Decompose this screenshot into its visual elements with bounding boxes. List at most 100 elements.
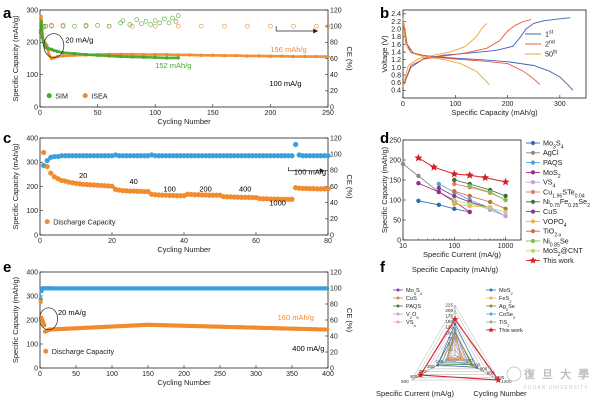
- radar-legend-label: Ag2Se: [499, 304, 515, 312]
- ce-point-sim-ce: [127, 22, 133, 27]
- x-tick-label: 60: [252, 238, 260, 245]
- capacity-point: [109, 183, 115, 189]
- y2-tick-label: 80: [330, 301, 338, 308]
- curve-2nd-charge: [402, 19, 532, 87]
- legend-label: MoS2@CNT: [543, 246, 583, 258]
- series-marker: [467, 193, 472, 199]
- series-line-Cu1.96STe0.04: [454, 183, 506, 201]
- y-tick-label: 0.8: [391, 72, 401, 79]
- radar-marker: [457, 355, 460, 359]
- ce-point-isea-ce: [198, 23, 204, 29]
- panel-a-chart: 0 50 100 150 200 2500100200300020406080100120…: [11, 7, 354, 126]
- capacity-point-isea: [39, 14, 43, 19]
- legend-label-1st-part: 1: [545, 30, 549, 39]
- series-marker: [416, 173, 421, 179]
- x-tick-label: 250: [214, 371, 226, 378]
- legend-label-sim: SIM: [55, 91, 68, 100]
- y2-axis-label: CE (%): [345, 46, 354, 71]
- legend-marker-discharge: [44, 219, 50, 225]
- radar-legend-label-part: CoS: [406, 296, 417, 302]
- ce-point: [325, 153, 331, 159]
- radar-marker: [453, 331, 457, 335]
- series-marker: [503, 213, 508, 219]
- x-tick-label: 10: [399, 243, 407, 250]
- ce-point-isea-ce: [152, 23, 158, 29]
- radar-legend-label-part: VS: [406, 320, 414, 326]
- radar-legend-label: FeS2: [499, 296, 512, 304]
- rate-label: 100: [163, 184, 176, 193]
- x-tick-label: 0: [401, 101, 405, 108]
- y2-tick-label: 100: [330, 24, 342, 31]
- capacity-point-isea: [280, 54, 284, 58]
- y2-tick-label: 0: [330, 104, 334, 111]
- capacity-point-sim: [72, 51, 77, 56]
- radar-tick-label: 400: [410, 374, 418, 379]
- legend-star-icon: [529, 256, 537, 264]
- radar-marker: [453, 322, 457, 326]
- legend-label-part: 0.85: [550, 242, 560, 248]
- y-tick-label: 2.2: [391, 19, 401, 26]
- legend-marker: [530, 219, 536, 224]
- x-tick-label: 250: [322, 110, 334, 117]
- legend-label-part: 0.04: [575, 193, 585, 199]
- y-tick-label: 400: [26, 269, 38, 276]
- radar-marker: [453, 328, 457, 331]
- radar-tick-label: 125: [445, 325, 453, 330]
- radar-legend-marker: [396, 312, 400, 316]
- legend-label: MoS2: [543, 168, 561, 180]
- curve-50th-charge: [402, 23, 488, 87]
- radar-tick-label: 1200: [501, 379, 512, 384]
- radar-legend-label-part: V: [406, 312, 410, 318]
- curve-50th-discharge: [402, 17, 490, 85]
- x-tick-label: 0: [38, 238, 42, 245]
- radar-tick-label: 1000: [494, 375, 505, 380]
- capacity-point-sim: [95, 53, 100, 57]
- capacity-point-isea: [164, 52, 169, 57]
- panel-b-letter: b: [380, 5, 389, 22]
- capacity-point-isea: [245, 54, 250, 58]
- x-tick-label: 0: [38, 110, 42, 117]
- y2-tick-label: 60: [330, 56, 338, 63]
- star-marker: [481, 173, 490, 181]
- x-tick-label: 80: [324, 238, 332, 245]
- legend-label-part: MoS: [543, 168, 558, 177]
- radar-tick-label: 800: [487, 371, 495, 376]
- radar-grid: [411, 304, 499, 381]
- y2-tick-label: 60: [330, 184, 338, 191]
- series-marker: [467, 183, 472, 189]
- panel-a-letter: a: [3, 5, 12, 22]
- axis-arrow: [288, 167, 321, 172]
- legend-marker-sim: [46, 93, 52, 99]
- radar-legend-label-part: 4: [420, 291, 423, 296]
- radar-tick-label: 75: [448, 336, 454, 341]
- capacity-point-isea: [303, 54, 307, 59]
- legend-label: VS4: [543, 178, 556, 190]
- radar-tick-label: 175: [445, 314, 453, 319]
- legend-marker: [530, 238, 536, 244]
- y2-axis-label: CE (%): [345, 174, 354, 199]
- radar-marker: [475, 366, 478, 369]
- y2-tick-label: 60: [330, 317, 338, 324]
- y2-tick-label: 120: [330, 269, 342, 276]
- radar-legend-label-part: Mo: [406, 288, 414, 294]
- arrow-head-icon: [313, 28, 319, 34]
- capacity-line-isea: [39, 15, 330, 60]
- y-axis-label: Specific Capacity (mAh/g): [11, 143, 20, 230]
- series-marker: [416, 198, 421, 203]
- legend-label-part: 2: [587, 203, 590, 209]
- legend-label-part: 0.25: [568, 203, 578, 209]
- radar-legend-marker: [489, 304, 493, 308]
- x-tick-label: 40: [180, 238, 188, 245]
- x-tick-label: 0: [38, 371, 42, 378]
- radar-marker: [471, 364, 475, 367]
- ce-point: [289, 153, 295, 159]
- radar-marker: [448, 356, 452, 360]
- series-marker: [452, 177, 457, 183]
- ce-point-isea-ce: [175, 23, 181, 29]
- legend-label-part: @CNT: [561, 246, 584, 255]
- legend-label-50th-part: 50: [545, 50, 553, 59]
- x-tick-label: 100: [106, 371, 118, 378]
- y-tick-label: 0.6: [391, 80, 401, 87]
- y2-tick-label: 100: [330, 285, 342, 292]
- y-tick-label: 2.0: [391, 27, 401, 34]
